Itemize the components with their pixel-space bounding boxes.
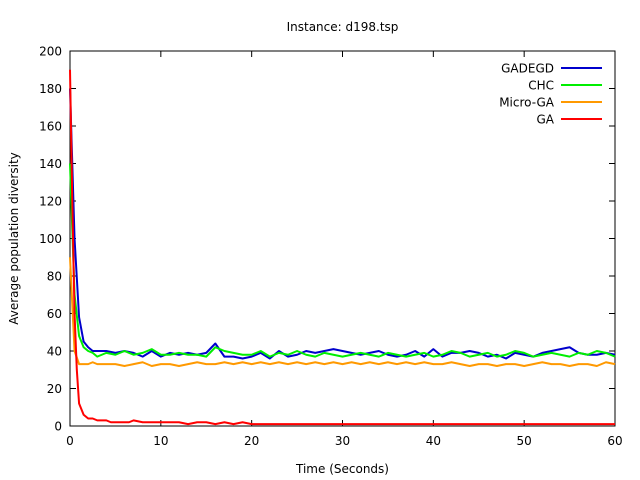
legend-label-gadegd: GADEGD bbox=[501, 62, 554, 76]
x-tick-label: 60 bbox=[607, 434, 622, 448]
series-line-micro-ga bbox=[69, 257, 616, 367]
axis-ticks: 0 10 20 30 40 50 60 0 20 40 60 80 100 120 140 160 180 200 bbox=[39, 45, 623, 449]
series-line-ga bbox=[69, 69, 615, 426]
y-tick-label: 60 bbox=[47, 307, 62, 321]
x-tick-label: 0 bbox=[66, 434, 74, 448]
x-tick-label: 20 bbox=[244, 434, 259, 448]
y-tick-label: 100 bbox=[39, 232, 62, 246]
series-line-chc bbox=[69, 163, 616, 358]
y-tick-label: 120 bbox=[39, 195, 62, 209]
y-tick-label: 80 bbox=[47, 270, 62, 284]
series-lines bbox=[69, 69, 616, 426]
legend-label-ga: GA bbox=[536, 113, 554, 127]
y-tick-label: 140 bbox=[39, 157, 62, 171]
x-tick-label: 40 bbox=[426, 434, 441, 448]
legend-label-chc: CHC bbox=[528, 79, 554, 93]
series-line-gadegd bbox=[69, 88, 616, 360]
y-tick-label: 180 bbox=[39, 82, 62, 96]
y-axis-label: Average population diversity bbox=[7, 152, 21, 325]
y-tick-label: 40 bbox=[47, 345, 62, 359]
y-tick-label: 20 bbox=[47, 382, 62, 396]
chart-title: Instance: d198.tsp bbox=[287, 20, 399, 34]
x-tick-label: 10 bbox=[153, 434, 168, 448]
legend: GADEGD CHC Micro-GA GA bbox=[499, 62, 602, 127]
legend-label-micro-ga: Micro-GA bbox=[499, 96, 555, 110]
x-axis-label: Time (Seconds) bbox=[295, 462, 389, 476]
y-tick-label: 0 bbox=[54, 420, 62, 434]
y-tick-label: 200 bbox=[39, 45, 62, 59]
x-tick-label: 30 bbox=[335, 434, 350, 448]
y-tick-label: 160 bbox=[39, 120, 62, 134]
x-tick-label: 50 bbox=[517, 434, 532, 448]
